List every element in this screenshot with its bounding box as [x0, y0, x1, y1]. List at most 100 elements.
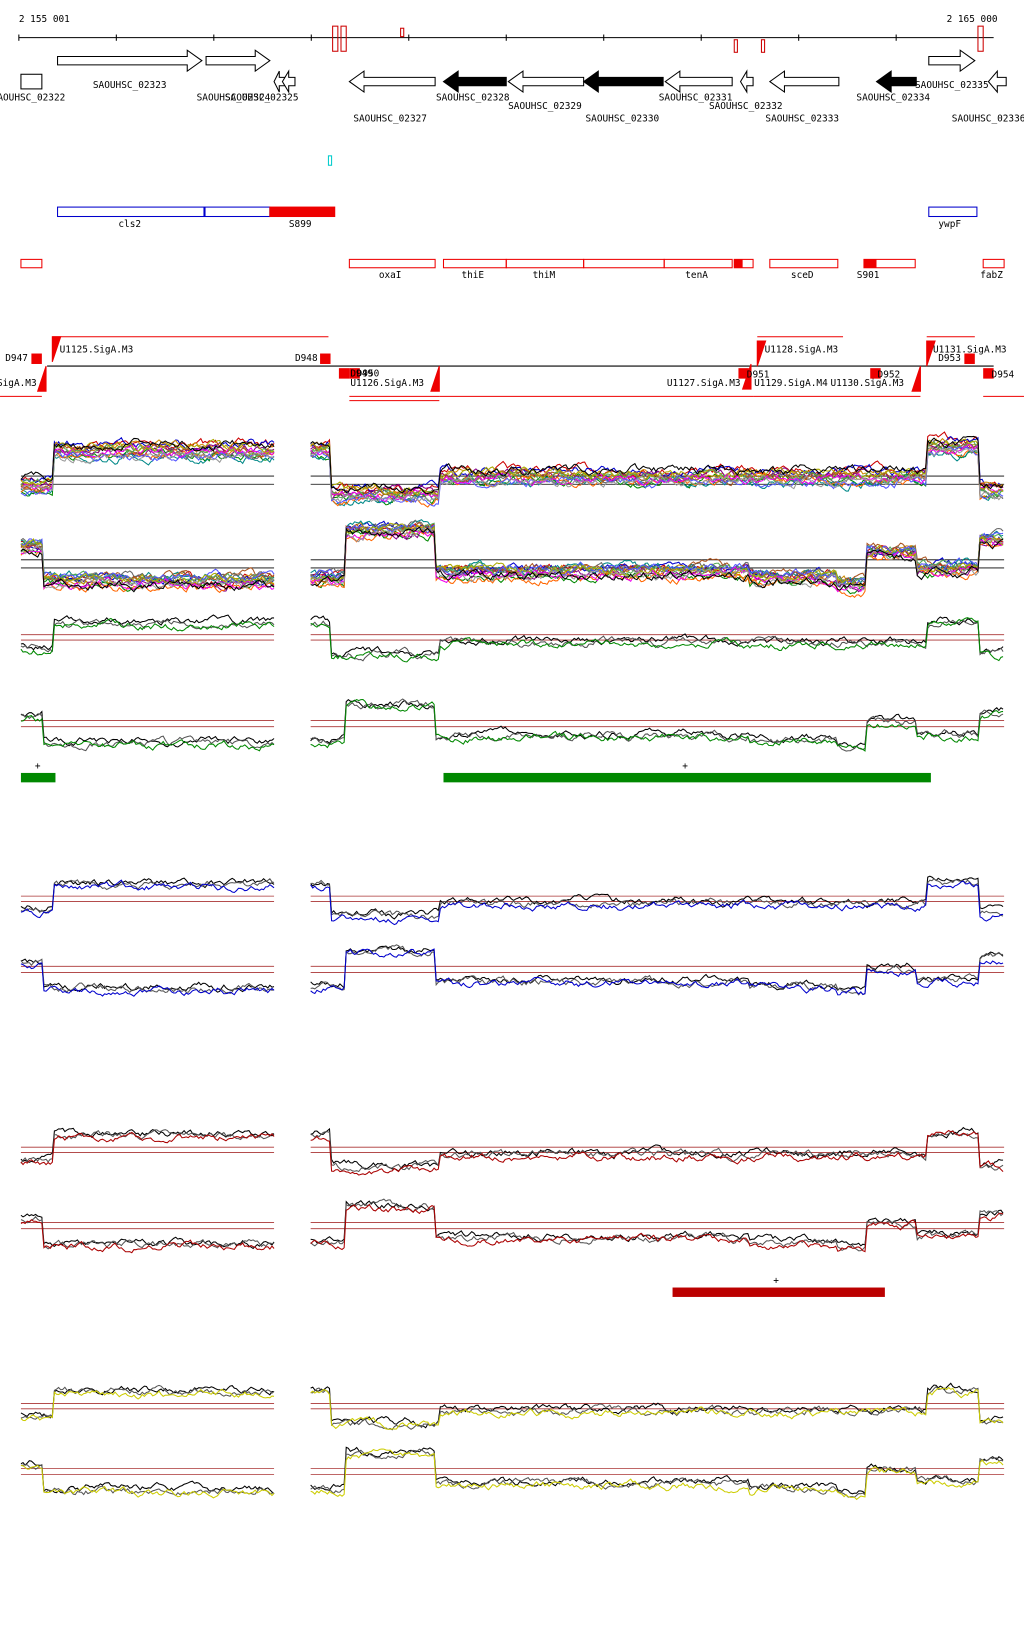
expression-trace [20, 879, 275, 919]
expression-trace [20, 617, 275, 656]
gene-arrow [205, 49, 271, 73]
expression-trace [20, 958, 275, 993]
promoter-label: U1125.SigA.M3 [60, 344, 134, 355]
expression-trace [20, 1388, 275, 1422]
expression-trace [310, 948, 1004, 996]
gene-label: SAOUHSC_02330 [586, 113, 660, 124]
gene-arrow [739, 69, 754, 94]
expression-trace [20, 449, 275, 497]
axis-feature [332, 25, 339, 52]
annotation-box [57, 206, 205, 218]
transcript-fill [734, 259, 743, 268]
promoter-flag [430, 365, 440, 392]
expression-trace [310, 875, 1004, 920]
promoter-box [338, 368, 350, 379]
promoter-label: D949 [350, 369, 373, 380]
gene-arrow [57, 49, 203, 73]
expression-trace [20, 1385, 275, 1419]
annotation-box [269, 206, 336, 218]
expression-trace [310, 945, 1004, 991]
transcript-box [982, 258, 1005, 269]
segment-bar [20, 772, 56, 783]
transcript-box [348, 258, 436, 269]
gene-arrow [768, 70, 840, 94]
segment-bar [443, 772, 931, 783]
gene-arrow [582, 70, 664, 94]
expression-trace [20, 877, 275, 912]
expression-trace [310, 880, 1004, 926]
gene-label: SAOUHSC_02324 [197, 92, 271, 103]
gene-arrow [664, 70, 733, 94]
transcript-label: thiM [533, 270, 556, 281]
gene-arrow [507, 70, 585, 94]
gene-label: SAOUHSC_02333 [765, 113, 839, 124]
transcript-box [583, 258, 665, 269]
expression-trace [20, 539, 275, 584]
segment-mark: + [35, 761, 41, 772]
axis-feature [340, 25, 347, 52]
transcript-box [20, 258, 43, 269]
annotation-box [204, 206, 271, 218]
transcript-label: fabZ [980, 270, 1003, 281]
gene-label: SAOUHSC_02325 [225, 92, 299, 103]
gene-label: SAOUHSC_02335 [915, 80, 989, 91]
transcript-box [505, 258, 585, 269]
expression-trace [20, 1464, 275, 1499]
expression-trace [20, 548, 275, 593]
expression-trace [20, 878, 275, 914]
expression-trace [20, 538, 275, 586]
expression-trace [20, 538, 275, 586]
end-coordinate: 2 165 000 [947, 14, 998, 25]
axis-feature [733, 39, 738, 53]
axis-feature [760, 39, 766, 53]
gene-arrow [281, 69, 296, 94]
expression-trace [20, 437, 275, 482]
transcript-box [769, 258, 839, 269]
gene-label: SAOUHSC_02334 [856, 92, 930, 103]
expression-trace [310, 1448, 1004, 1498]
promoter-box [964, 353, 975, 364]
gene-box [20, 73, 43, 90]
promoter-label: U1126.SigA.M3 [350, 378, 424, 389]
expression-trace [310, 529, 1004, 595]
segment-mark: + [682, 761, 688, 772]
transcript-label: thiE [461, 270, 484, 281]
expression-trace [20, 1129, 275, 1164]
promoter-label: D951 [747, 370, 770, 381]
transcript-fill [863, 259, 877, 268]
expression-trace [20, 450, 275, 492]
expression-trace [20, 1384, 275, 1420]
promoter-label: D952 [878, 370, 901, 381]
expression-trace [310, 1203, 1004, 1253]
gene-arrow [348, 70, 436, 94]
expression-trace [310, 526, 1004, 591]
promoter-label: U1129.SigA.M4 [754, 378, 828, 389]
expression-trace [310, 617, 1004, 663]
gene-label: SAOUHSC_02322 [0, 92, 65, 103]
expression-trace [310, 441, 1004, 502]
promoter-label: U1124.SigA.M3 [0, 378, 37, 389]
expression-trace [20, 452, 275, 496]
transcript-label: tenA [685, 270, 708, 281]
promoter-label: D953 [938, 353, 961, 364]
annotation-box [928, 206, 978, 218]
promoter-label: U1130.SigA.M3 [830, 378, 904, 389]
expression-trace [310, 615, 1004, 658]
gene-arrow [273, 70, 286, 93]
expression-trace [310, 526, 1004, 591]
expression-trace [310, 699, 1004, 749]
marker [327, 155, 333, 166]
gene-label: SAOUHSC_02323 [93, 80, 167, 91]
expression-trace [310, 1129, 1004, 1176]
transcript-box [663, 258, 733, 269]
expression-trace [310, 1126, 1004, 1172]
annotation-label: S899 [289, 219, 312, 230]
expression-trace [310, 698, 1004, 752]
promoter-flag [911, 365, 921, 392]
browser-content: 2 155 001 2 165 000 SAOUHSC_02322 SAOUHSC… [0, 14, 1024, 1501]
expression-trace [20, 544, 275, 590]
expression-trace [20, 438, 275, 486]
expression-trace [310, 438, 1004, 496]
promoter-box [983, 368, 994, 379]
gene-label: SAOUHSC_02336 [952, 113, 1024, 124]
